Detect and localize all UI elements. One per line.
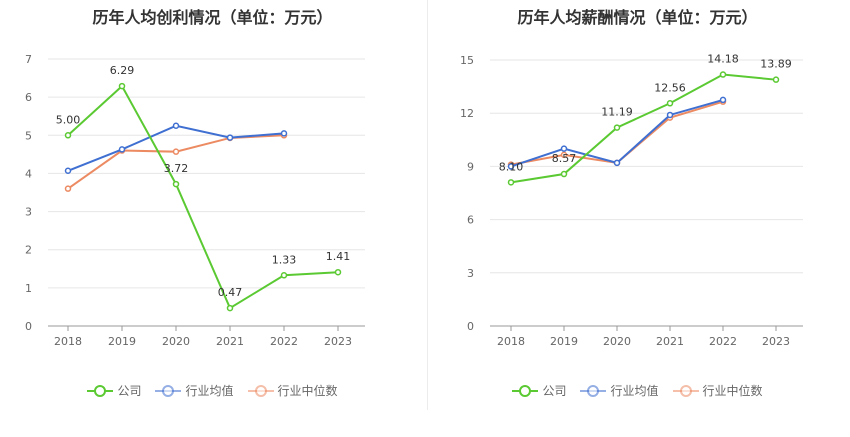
legend-item[interactable]: 行业均值 bbox=[155, 382, 234, 399]
y-tick-label: 6 bbox=[25, 91, 32, 104]
data-point[interactable] bbox=[280, 130, 288, 137]
y-tick-label: 15 bbox=[460, 54, 474, 67]
data-point[interactable] bbox=[507, 179, 515, 186]
x-tick-label: 2019 bbox=[108, 335, 136, 348]
legend-item[interactable]: 行业中位数 bbox=[247, 382, 338, 399]
y-tick-label: 0 bbox=[25, 320, 32, 333]
y-tick-label: 7 bbox=[25, 53, 32, 66]
chart-legend: 公司 行业均值 行业中位数 bbox=[425, 382, 850, 399]
data-point[interactable] bbox=[172, 180, 180, 188]
data-label: 11.19 bbox=[601, 106, 633, 119]
legend-marker-icon bbox=[87, 384, 114, 398]
data-point[interactable] bbox=[172, 148, 180, 155]
legend-item[interactable]: 公司 bbox=[512, 382, 566, 399]
x-tick-label: 2023 bbox=[324, 335, 352, 348]
data-point[interactable] bbox=[64, 185, 72, 192]
data-point[interactable] bbox=[666, 100, 674, 107]
y-tick-label: 2 bbox=[25, 244, 32, 257]
data-point[interactable] bbox=[613, 124, 621, 131]
x-tick-label: 2018 bbox=[54, 335, 82, 348]
data-point[interactable] bbox=[64, 132, 72, 139]
series-line bbox=[67, 84, 339, 310]
chart-title: 历年人均薪酬情况（单位：万元） bbox=[517, 8, 758, 27]
legend-marker-icon bbox=[512, 384, 539, 398]
y-tick-label: 3 bbox=[25, 206, 32, 219]
chart-title: 历年人均创利情况（单位：万元） bbox=[92, 8, 333, 27]
profit-chart-panel: 历年人均创利情况（单位：万元） 0 1 2 3 4 5 6 7 2018 2019 2020 2021… bbox=[0, 8, 425, 399]
data-point[interactable] bbox=[719, 71, 727, 78]
y-tick-label: 0 bbox=[467, 320, 474, 333]
salary-chart-panel: 历年人均薪酬情况（单位：万元） 0 3 6 9 12 15 2018 2019 2020 2021… bbox=[425, 0, 850, 437]
legend-label: 行业中位数 bbox=[277, 384, 338, 398]
legend-label: 行业均值 bbox=[610, 384, 659, 398]
data-point[interactable] bbox=[560, 170, 568, 178]
data-label: 1.33 bbox=[272, 253, 297, 266]
legend-marker-icon bbox=[155, 384, 182, 398]
legend-marker-icon bbox=[580, 384, 607, 398]
x-tick-label: 2020 bbox=[603, 335, 631, 348]
x-tick-label: 2018 bbox=[497, 335, 525, 348]
data-label: 6.29 bbox=[110, 64, 135, 77]
x-tick-label: 2020 bbox=[162, 335, 190, 348]
data-label: 12.56 bbox=[654, 81, 686, 94]
legend-marker-icon bbox=[672, 384, 699, 398]
data-point[interactable] bbox=[334, 268, 342, 276]
data-label: 14.18 bbox=[707, 53, 739, 66]
y-tick-label: 3 bbox=[467, 267, 474, 280]
data-point[interactable] bbox=[280, 272, 288, 279]
data-label: 5.00 bbox=[56, 113, 81, 126]
data-point[interactable] bbox=[64, 167, 72, 175]
legend-marker-icon bbox=[247, 384, 274, 398]
y-tick-label: 4 bbox=[25, 167, 32, 180]
data-point[interactable] bbox=[666, 111, 674, 119]
data-point[interactable] bbox=[118, 146, 126, 153]
series-line bbox=[510, 73, 777, 184]
legend-label: 行业中位数 bbox=[702, 384, 763, 398]
x-tick-label: 2019 bbox=[550, 335, 578, 348]
legend-item[interactable]: 行业中位数 bbox=[672, 382, 763, 399]
data-label: 8.57 bbox=[552, 152, 577, 165]
y-tick-label: 5 bbox=[25, 129, 32, 142]
legend-label: 公司 bbox=[542, 384, 567, 398]
data-label: 0.47 bbox=[218, 286, 243, 299]
data-label: 8.10 bbox=[499, 160, 524, 173]
data-point[interactable] bbox=[172, 122, 180, 129]
x-tick-label: 2022 bbox=[270, 335, 298, 348]
panel-divider bbox=[427, 0, 428, 410]
data-label: 1.41 bbox=[326, 250, 351, 263]
data-point[interactable] bbox=[226, 304, 234, 312]
y-tick-label: 6 bbox=[467, 214, 474, 227]
data-point[interactable] bbox=[719, 96, 727, 104]
y-tick-label: 12 bbox=[460, 107, 474, 120]
legend-item[interactable]: 公司 bbox=[87, 382, 141, 399]
data-point[interactable] bbox=[507, 163, 515, 170]
legend-label: 公司 bbox=[117, 384, 142, 398]
legend-item[interactable]: 行业均值 bbox=[580, 382, 659, 399]
profit-chart-plot: 0 1 2 3 4 5 6 7 2018 2019 2020 2021 2022 2023 5.00 6.29… bbox=[25, 53, 365, 348]
x-tick-label: 2022 bbox=[709, 335, 737, 348]
data-label: 13.89 bbox=[760, 58, 792, 71]
data-point[interactable] bbox=[613, 159, 621, 167]
data-label: 3.72 bbox=[164, 162, 189, 175]
data-point[interactable] bbox=[226, 134, 234, 141]
y-tick-label: 9 bbox=[467, 160, 474, 173]
salary-chart-plot: 0 3 6 9 12 15 2018 2019 2020 2021 2022 2023 8.10 8.57… bbox=[460, 53, 803, 348]
data-point[interactable] bbox=[118, 82, 126, 90]
y-tick-label: 1 bbox=[25, 282, 32, 295]
x-tick-label: 2023 bbox=[762, 335, 790, 348]
x-tick-label: 2021 bbox=[656, 335, 684, 348]
data-point[interactable] bbox=[560, 145, 568, 152]
legend-label: 行业均值 bbox=[185, 384, 234, 398]
x-tick-label: 2021 bbox=[216, 335, 244, 348]
data-point[interactable] bbox=[560, 151, 568, 159]
data-point[interactable] bbox=[772, 76, 780, 83]
chart-legend: 公司 行业均值 行业中位数 bbox=[0, 382, 425, 399]
